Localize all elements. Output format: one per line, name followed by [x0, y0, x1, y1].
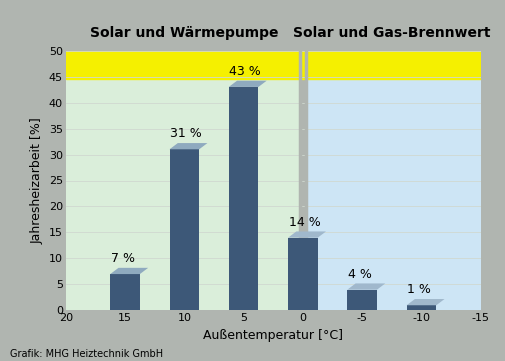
- Bar: [110, 274, 139, 310]
- Polygon shape: [169, 143, 207, 149]
- Text: 31 %: 31 %: [170, 127, 201, 140]
- Text: Solar und Wärmepumpe: Solar und Wärmepumpe: [90, 26, 278, 40]
- Bar: [66, 79, 299, 310]
- Text: 43 %: 43 %: [229, 65, 261, 78]
- Text: Solar und Gas-Brennwert: Solar und Gas-Brennwert: [292, 26, 490, 40]
- Polygon shape: [346, 283, 384, 290]
- Y-axis label: Jahresheizarbeit [%]: Jahresheizarbeit [%]: [30, 117, 43, 244]
- Bar: [169, 149, 199, 310]
- Bar: [305, 79, 480, 310]
- Polygon shape: [110, 268, 148, 274]
- Bar: [346, 290, 376, 310]
- Bar: [287, 238, 317, 310]
- Polygon shape: [287, 231, 325, 238]
- Bar: [228, 87, 258, 310]
- Text: 7 %: 7 %: [111, 252, 134, 265]
- Text: 14 %: 14 %: [288, 216, 320, 229]
- Polygon shape: [228, 81, 266, 87]
- Polygon shape: [406, 299, 444, 305]
- Bar: [406, 305, 435, 310]
- X-axis label: Außentemperatur [°C]: Außentemperatur [°C]: [203, 329, 342, 342]
- Bar: [66, 51, 480, 79]
- Text: 1 %: 1 %: [407, 283, 430, 296]
- Text: Grafik: MHG Heiztechnik GmbH: Grafik: MHG Heiztechnik GmbH: [10, 349, 163, 359]
- Text: 4 %: 4 %: [347, 268, 371, 281]
